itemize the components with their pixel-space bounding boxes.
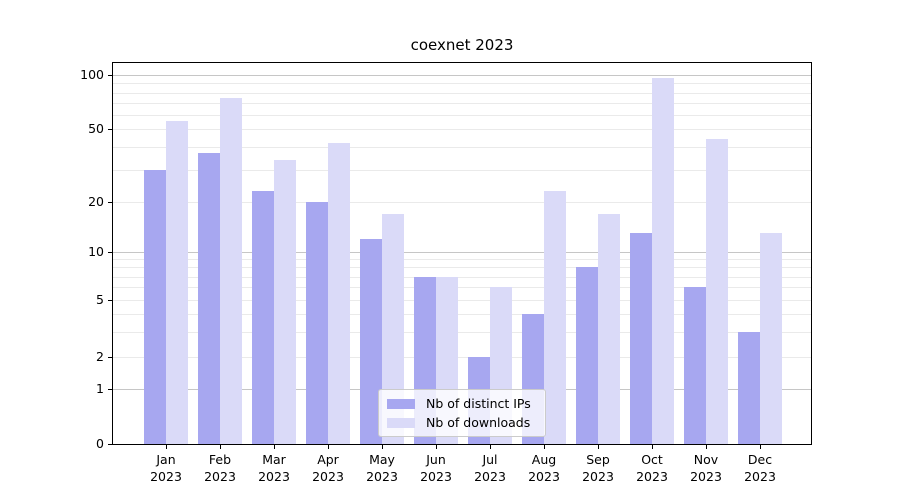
y-tick-label-5: 5 xyxy=(96,292,104,307)
bar-distinct-ips-jan xyxy=(144,169,166,444)
gridline-minor-6 xyxy=(113,287,811,289)
legend-swatch-downloads xyxy=(387,417,415,428)
gridline-minor-60 xyxy=(113,114,811,116)
x-tick-label-mar: Mar 2023 xyxy=(258,452,290,484)
y-tick-0 xyxy=(108,444,112,445)
x-tick-label-jul: Jul 2023 xyxy=(474,452,506,484)
y-tick-label-1: 1 xyxy=(96,380,104,396)
x-tick-sep xyxy=(598,445,599,449)
legend: Nb of distinct IPs Nb of downloads xyxy=(378,389,546,437)
legend-swatch-distinct-ips xyxy=(387,398,415,409)
gridline-minor-70 xyxy=(113,102,811,104)
x-tick-jul xyxy=(490,445,491,449)
y-tick-label-100: 100 xyxy=(80,67,104,83)
bar-downloads-nov xyxy=(706,139,728,444)
x-tick-label-aug: Aug 2023 xyxy=(528,452,560,484)
y-tick-5 xyxy=(108,300,112,301)
gridline-minor-5 xyxy=(113,300,811,301)
y-tick-label-20: 20 xyxy=(88,194,104,209)
gridline-minor-50 xyxy=(113,128,811,130)
legend-item-downloads: Nb of downloads xyxy=(387,415,537,430)
x-tick-label-sep: Sep 2023 xyxy=(582,452,614,484)
y-tick-label-0: 0 xyxy=(96,436,104,451)
bar-downloads-mar xyxy=(274,159,296,444)
bar-distinct-ips-apr xyxy=(306,202,328,444)
bar-distinct-ips-dec xyxy=(738,331,760,444)
x-tick-oct xyxy=(652,445,653,449)
gridline-minor-7 xyxy=(113,276,811,278)
bar-downloads-oct xyxy=(652,78,674,444)
legend-label-downloads: Nb of downloads xyxy=(426,415,531,430)
x-tick-may xyxy=(382,445,383,449)
y-tick-label-2: 2 xyxy=(96,349,104,365)
y-tick-label-50: 50 xyxy=(88,120,104,136)
gridline-minor-2 xyxy=(113,357,811,359)
y-tick-20 xyxy=(108,202,112,203)
x-tick-aug xyxy=(544,445,545,449)
y-tick-100 xyxy=(108,75,112,77)
gridline-minor-3 xyxy=(113,331,811,333)
bar-distinct-ips-sep xyxy=(576,267,598,444)
x-tick-label-nov: Nov 2023 xyxy=(690,452,722,484)
y-tick-1 xyxy=(108,388,112,390)
bar-downloads-sep xyxy=(598,213,620,444)
y-tick-2 xyxy=(108,357,112,359)
x-tick-nov xyxy=(706,445,707,449)
gridline-minor-90 xyxy=(113,83,811,85)
plot-area xyxy=(113,63,811,444)
bar-distinct-ips-mar xyxy=(252,190,274,444)
gridline-minor-9 xyxy=(113,259,811,261)
x-tick-jun xyxy=(436,445,437,449)
bar-distinct-ips-oct xyxy=(630,233,652,444)
bar-downloads-jan xyxy=(166,121,188,444)
gridline-minor-20 xyxy=(113,202,811,203)
x-tick-dec xyxy=(760,445,761,449)
bar-distinct-ips-feb xyxy=(198,152,220,444)
x-tick-label-jan: Jan 2023 xyxy=(150,452,182,484)
bar-downloads-may xyxy=(382,213,404,444)
plot-spine-top xyxy=(112,62,812,63)
x-tick-label-apr: Apr 2023 xyxy=(312,452,344,484)
x-tick-label-feb: Feb 2023 xyxy=(204,452,236,484)
bar-downloads-apr xyxy=(328,142,350,444)
gridline-minor-4 xyxy=(113,313,811,315)
y-tick-50 xyxy=(108,128,112,130)
x-tick-label-jun: Jun 2023 xyxy=(420,452,452,484)
plot-spine-right xyxy=(811,62,812,445)
x-tick-apr xyxy=(328,445,329,449)
gridline-minor-8 xyxy=(113,267,811,269)
y-tick-label-10: 10 xyxy=(88,244,104,259)
bar-downloads-aug xyxy=(544,190,566,444)
legend-item-distinct-ips: Nb of distinct IPs xyxy=(387,396,537,411)
bar-downloads-feb xyxy=(220,97,242,444)
bar-distinct-ips-may xyxy=(360,238,382,444)
x-tick-label-dec: Dec 2023 xyxy=(744,452,776,484)
gridline-minor-80 xyxy=(113,92,811,94)
legend-label-distinct-ips: Nb of distinct IPs xyxy=(426,396,531,411)
x-tick-label-may: May 2023 xyxy=(366,452,398,484)
x-tick-mar xyxy=(274,445,275,449)
gridline-minor-40 xyxy=(113,146,811,148)
gridline-minor-30 xyxy=(113,169,811,171)
x-tick-jan xyxy=(166,445,167,449)
gridline-major-100 xyxy=(113,75,811,77)
x-tick-feb xyxy=(220,445,221,449)
chart-title: coexnet 2023 xyxy=(410,36,514,54)
bar-distinct-ips-nov xyxy=(684,287,706,444)
plot-spine-left xyxy=(112,62,113,445)
y-tick-10 xyxy=(108,252,112,253)
bar-downloads-dec xyxy=(760,233,782,444)
plot-spine-bottom xyxy=(112,444,812,445)
x-tick-label-oct: Oct 2023 xyxy=(636,452,668,484)
gridline-major-10 xyxy=(113,252,811,253)
